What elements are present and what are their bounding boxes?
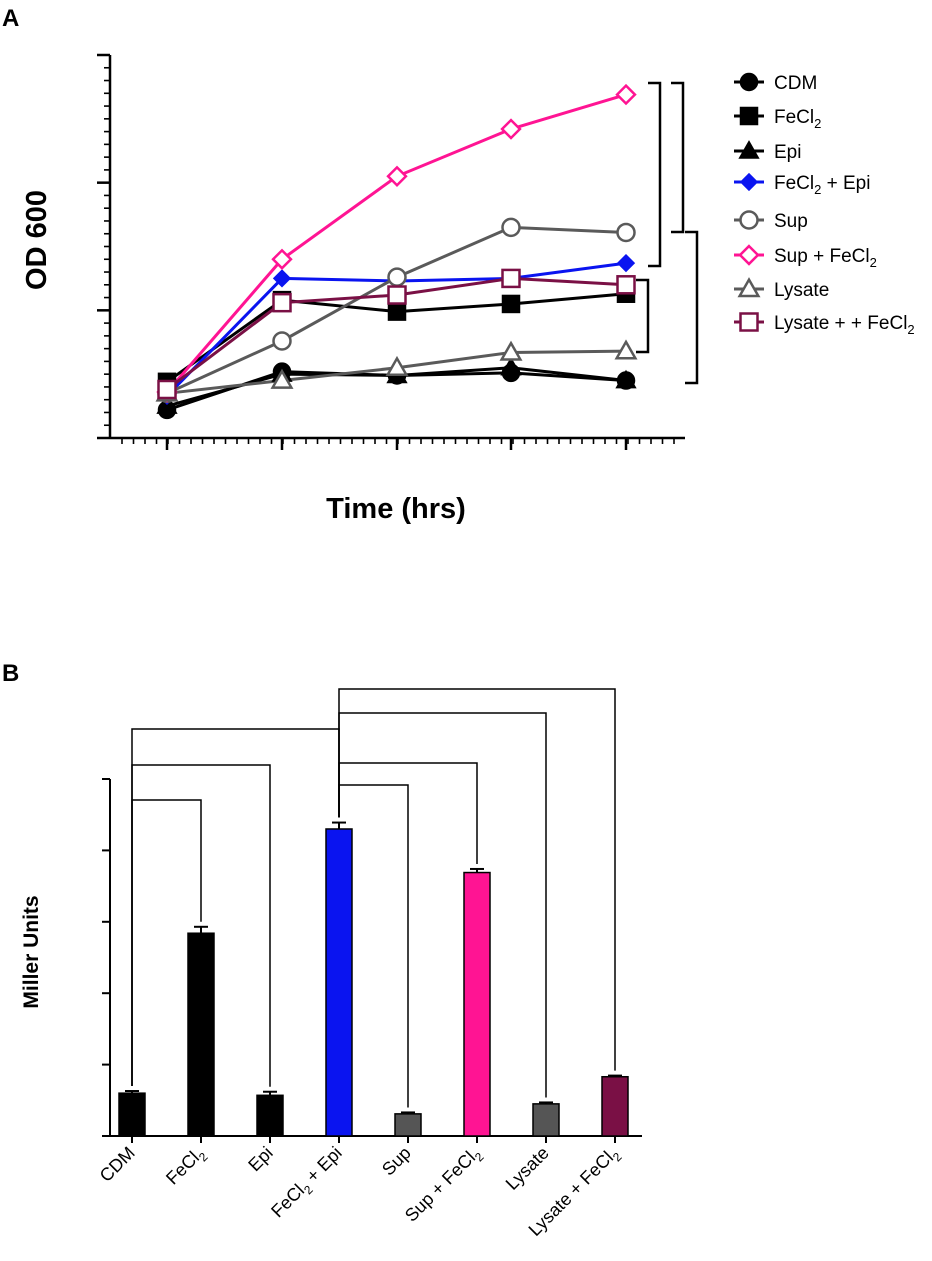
panel-a-data-point [501,294,521,314]
panel-a-legend-marker [739,106,759,126]
panel-a-data-point [501,268,521,289]
panel-a-data-point [616,222,636,243]
panel-a-data-point [500,356,522,376]
panel-a-ylabel: OD 600 [21,190,53,290]
panel-b-ylabel: Miller Units [20,895,43,1008]
panel-b-category-label: CDM [96,1143,139,1186]
panel-b-bar [532,1103,560,1137]
panel-b-bar [256,1094,284,1137]
panel-a-data-point [615,83,637,106]
panel-b-letter: B [2,660,19,687]
legend-label-main: Sup [774,211,808,232]
panel-a-data-point [615,369,637,389]
legend-label-main: Epi [774,142,801,163]
legend-label-subscript: 2 [870,255,877,270]
legend-label-main: Lysate [774,280,829,301]
panel-a-legend-marker [738,244,760,266]
panel-a-legend-marker [739,210,759,230]
panel-a-legend-label: Sup + FeCl2 [774,246,877,270]
panel-b-bar [394,1113,422,1137]
panel-a-legend-label: FeCl2 [774,107,821,131]
legend-label-subscript: 2 [814,116,821,131]
panel-b-category-label: Sup [378,1143,415,1180]
panel-a-data-point [157,379,177,400]
legend-label-main: Lysate + + FeCl [774,313,907,334]
category-label-main: CDM [96,1143,139,1186]
panel-b-comparison-bracket [338,688,616,1071]
legend-label-subscript: 2 [907,322,914,337]
legend-label-subscript: 2 [814,182,821,197]
panel-a-significance-bracket [636,278,650,354]
panel-a-legend-marker [739,172,759,192]
panel-a-data-point [501,217,521,238]
panel-a-legend-label: FeCl2 + Epi [774,173,870,197]
panel-a-legend-marker [739,72,759,92]
panel-a-legend-label: Epi [774,142,801,163]
panel-b-comparison-bracket [131,728,340,1087]
panel-a-data-point [616,253,636,273]
panel-a-data-point [499,340,523,361]
panel-b-category-label: Epi [244,1143,277,1176]
panel-a-data-point [614,339,638,360]
category-label-suffix: + Epi [299,1143,346,1190]
panel-a-significance-bracket [648,81,662,268]
legend-label-main: FeCl [774,107,814,128]
panel-b-bar [325,828,353,1137]
panel-a-xlabel: Time (hrs) [326,493,466,525]
category-label-main: Sup [378,1143,415,1180]
panel-a-series-line [165,93,627,394]
panel-a-significance-bracket [685,230,699,385]
category-label-main: Sup + FeCl [401,1147,479,1225]
panel-a-data-point [272,331,292,351]
panel-a-data-point [616,275,636,295]
panel-b-category-label: Lysate [502,1143,553,1194]
category-label-main: Epi [244,1143,277,1176]
panel-a-data-point [385,355,409,377]
panel-a-data-point [387,267,407,287]
category-label-main: Lysate [502,1143,553,1194]
panel-a-legend-marker [738,140,760,159]
panel-b-category-label: Sup + FeCl2 [401,1142,487,1228]
panel-a-legend-marker [737,277,761,298]
legend-label-main: FeCl [774,173,814,194]
panel-a-legend-marker [739,312,759,332]
panel-b-category-label: FeCl2 [162,1142,211,1191]
panel-a-data-point [386,165,408,187]
panel-b-comparison-bracket [338,712,547,1098]
panel-b-bar [601,1075,629,1137]
panel-a-data-point [272,292,292,313]
panel-b-bar [187,932,215,1137]
panel-b-bar [463,871,491,1137]
panel-a-legend-label: Sup [774,211,808,232]
panel-a-data-point [272,269,292,288]
legend-label-main: CDM [774,73,817,94]
panel-a-legend-label: Lysate [774,280,829,301]
panel-a-data-point [387,285,407,305]
panel-a-legend-label: CDM [774,73,817,94]
panel-a-legend-label: Lysate + + FeCl2 [774,313,915,337]
panel-a-data-point [271,248,293,270]
legend-label-main: Sup + FeCl [774,246,870,267]
panel-b-bar [118,1092,146,1137]
panel-a-significance-bracket [671,81,685,234]
panel-a-letter: A [2,5,19,32]
panel-a-data-point [270,368,294,389]
panel-a-data-point [500,118,522,140]
legend-label-suffix: + Epi [821,173,870,194]
panel-a-data-point [387,302,407,321]
panel-b-category-label: FeCl2 + Epi [267,1143,348,1224]
